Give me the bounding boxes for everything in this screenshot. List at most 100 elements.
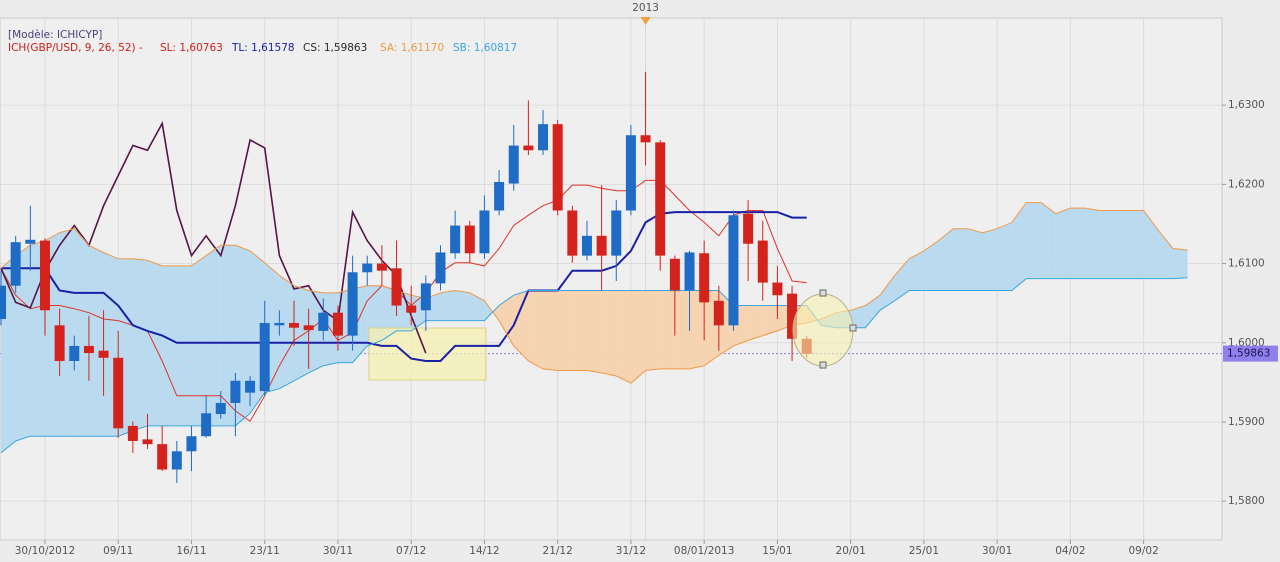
cloud-fill — [15, 245, 31, 441]
cloud-fill — [1070, 208, 1086, 279]
cloud-fill — [147, 260, 163, 426]
legend-entry: SB: 1,60817 — [453, 42, 517, 54]
labels-layer: 1,58001,59001,60001,61001,62001,630030/1… — [15, 2, 1278, 557]
cloud-fill — [616, 290, 631, 384]
indicator-line — [1, 211, 807, 362]
last-price-box — [1223, 345, 1278, 362]
x-tick-label: 30/01 — [982, 545, 1012, 557]
x-tick-label: 23/11 — [250, 545, 280, 557]
candle-body — [274, 322, 285, 326]
handle[interactable] — [819, 361, 827, 369]
candle-body — [611, 210, 622, 256]
x-tick-label: 20/01 — [836, 545, 866, 557]
x-tick-label: 30/10/2012 — [15, 545, 76, 557]
candle-body — [245, 380, 256, 393]
candle-body — [684, 252, 695, 291]
cloud-fill — [572, 290, 587, 371]
cloud-fill — [1041, 202, 1056, 279]
template-title: [Modèle: ICHICYP] — [8, 29, 102, 41]
candle-body — [332, 312, 343, 336]
cloud-fill — [1085, 208, 1100, 279]
candle-body — [98, 350, 109, 358]
cloud-fill — [938, 228, 954, 291]
cloud-fill — [909, 250, 924, 291]
indicator-line — [0, 120, 427, 354]
candle-body — [54, 325, 65, 361]
ellipse-annotation[interactable] — [792, 289, 857, 369]
candle-body — [142, 439, 153, 445]
candle-body — [479, 210, 490, 254]
candle-body — [596, 235, 607, 256]
candle-body — [376, 263, 387, 271]
handle[interactable] — [849, 324, 857, 332]
candle-body — [406, 305, 417, 313]
candle-body — [494, 181, 505, 211]
cloud-fill — [132, 258, 148, 431]
candle-body — [640, 135, 651, 143]
x-tick-label: 09/11 — [103, 545, 133, 557]
candle-body — [157, 444, 168, 470]
candle-body — [186, 436, 197, 452]
cloud-fill — [1158, 230, 1173, 279]
cloud-fill — [191, 255, 207, 426]
cloud-fill — [1128, 210, 1144, 279]
candle-body — [420, 283, 431, 311]
candle-body — [757, 240, 768, 283]
cloud-fill — [1055, 208, 1071, 279]
candle-body — [523, 145, 534, 151]
cloud-fill — [923, 240, 939, 291]
candle-body — [303, 325, 314, 331]
year-marker — [640, 17, 651, 25]
x-tick-label: 04/02 — [1055, 545, 1085, 557]
cloud-fill — [689, 290, 705, 369]
highlight-box[interactable] — [368, 327, 487, 381]
cloud-fill — [748, 305, 763, 341]
cloud-fill — [1099, 210, 1115, 279]
cloud-fill — [850, 305, 866, 328]
cloud-fill — [660, 290, 675, 369]
cloud-fill — [894, 258, 910, 301]
candle-body — [581, 235, 592, 256]
cloud-fill — [455, 290, 470, 321]
candle-body — [699, 253, 710, 303]
cloud-fill — [492, 305, 500, 321]
cloud-fill — [59, 228, 75, 437]
x-tick-label: 25/01 — [909, 545, 939, 557]
candle-body — [713, 300, 724, 326]
candle-body — [69, 345, 80, 361]
handle[interactable] — [819, 289, 827, 297]
cloud-fill — [1172, 248, 1188, 279]
cloud-fill — [88, 245, 104, 437]
ellipse[interactable] — [792, 293, 854, 367]
cloud-fill — [1143, 210, 1159, 279]
candle-body — [171, 451, 182, 470]
cloud-fill — [440, 290, 456, 321]
cloud-fill — [586, 290, 602, 373]
candle-body — [347, 272, 358, 336]
cloud-fill — [513, 290, 529, 361]
cloud-fill — [308, 290, 324, 373]
cloud-fill — [74, 228, 89, 437]
x-tick-label: 08/01/2013 — [674, 545, 735, 557]
candle-body — [10, 242, 21, 286]
cloud-fill — [967, 228, 983, 291]
candle-body — [39, 240, 50, 311]
legend-entry: SL: 1,60763 — [160, 42, 223, 54]
candle-body — [215, 402, 226, 415]
cloud-fill — [528, 290, 544, 369]
candle-body — [625, 135, 636, 211]
cloud-fill — [543, 290, 558, 371]
cloud-fill — [601, 290, 617, 377]
candle-body — [450, 225, 461, 254]
cloud-fill — [499, 295, 514, 346]
candle-body — [787, 293, 798, 339]
indicator-line — [0, 202, 1188, 384]
indicator-line — [0, 277, 1188, 454]
candle-body — [201, 413, 212, 437]
cloud-fill — [630, 290, 646, 384]
y-tick-label: 1,5800 — [1228, 495, 1265, 507]
cloud-fill — [953, 228, 968, 291]
cloud-fill — [176, 265, 192, 426]
